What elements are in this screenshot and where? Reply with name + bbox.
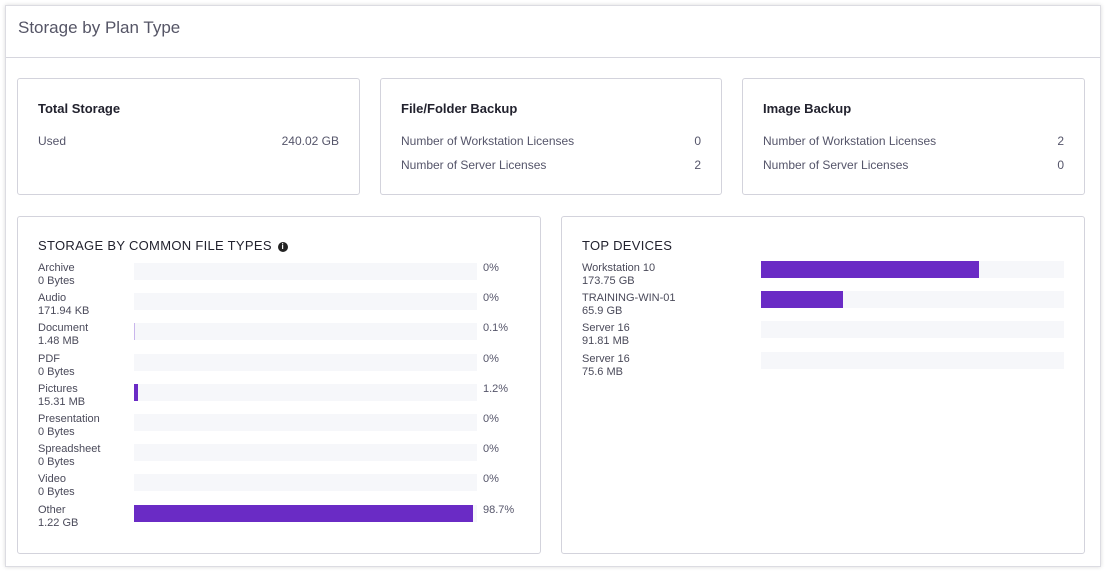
used-label: Used <box>38 134 67 148</box>
device-bar-track <box>761 321 1064 339</box>
file-type-name: Archive <box>38 262 75 274</box>
file-type-item: Other 1.22 GB <box>38 504 78 530</box>
file-type-percent: 0.1% <box>483 322 509 335</box>
file-type-item: Video 0 Bytes <box>38 473 75 499</box>
file-type-size: 0 Bytes <box>38 486 75 499</box>
device-name: Server 16 <box>582 322 630 335</box>
file-type-bar-fill <box>134 383 139 401</box>
device-item: Server 16 91.81 MB <box>582 322 630 348</box>
device-bar-track <box>761 291 1064 309</box>
used-value: 240.02 GB <box>281 134 339 148</box>
info-icon[interactable]: i <box>277 241 288 252</box>
file-type-size: 0 Bytes <box>38 365 75 378</box>
device-bar-track <box>761 351 1064 369</box>
file-type-percent: 98.7% <box>483 503 515 516</box>
file-type-size: 1.48 MB <box>38 335 79 348</box>
file-type-name: Other <box>38 503 66 516</box>
top-devices-card: TOP DEVICES Workstation 10 173.75 GB TRAIN… <box>561 216 1085 554</box>
file-type-percent: 1.2% <box>483 382 509 395</box>
file-type-bar-track <box>134 474 477 492</box>
device-size: 173.75 GB <box>582 275 635 287</box>
row-label: Number of Workstation Licenses <box>763 134 937 148</box>
card-title: Total Storage <box>38 101 121 116</box>
file-type-size: 15.31 MB <box>38 395 86 408</box>
file-type-bar-track <box>134 293 477 311</box>
file-type-item: Spreadsheet 0 Bytes <box>38 443 100 469</box>
card-title: File/Folder Backup <box>401 101 518 116</box>
row-label: Number of Workstation Licenses <box>401 134 575 148</box>
file-type-size: 1.22 GB <box>38 516 79 529</box>
device-name: Workstation 10 <box>582 262 656 274</box>
file-type-percent: 0% <box>483 262 499 274</box>
row-value: 2 <box>694 158 701 172</box>
file-type-name: Audio <box>38 292 67 305</box>
device-item: Workstation 10 173.75 GB <box>582 262 655 288</box>
file-type-bar-track <box>134 444 477 462</box>
row-value: 0 <box>1057 158 1064 172</box>
device-bar-track <box>761 261 1064 278</box>
file-type-percent: 0% <box>483 473 499 486</box>
file-type-name: Video <box>38 473 66 486</box>
file-type-name: Pictures <box>38 382 78 395</box>
device-item: Server 16 75.6 MB <box>582 353 630 379</box>
device-size: 75.6 MB <box>582 365 623 378</box>
section-title: TOP DEVICES <box>582 238 673 253</box>
file-type-size: 0 Bytes <box>38 275 75 287</box>
section-title: STORAGE BY COMMON FILE TYPES <box>38 238 272 253</box>
file-type-size: 0 Bytes <box>38 426 75 438</box>
file-type-bar-fill <box>134 504 473 522</box>
file-type-name: Presentation <box>38 413 100 425</box>
file-type-percent: 0% <box>483 352 499 365</box>
file-type-item: PDF 0 Bytes <box>38 353 75 379</box>
row-value: 0 <box>694 134 701 148</box>
device-bar-fill <box>761 261 980 278</box>
file-type-bar-track <box>134 414 477 431</box>
file-type-percent: 0% <box>483 443 499 456</box>
device-item: TRAINING-WIN-01 65.9 GB <box>582 292 676 318</box>
file-type-bar-track <box>134 263 477 280</box>
device-name: TRAINING-WIN-01 <box>582 292 676 305</box>
device-size: 91.81 MB <box>582 335 630 348</box>
file-type-bar-track <box>134 353 477 371</box>
image-backup-card: Image Backup Number of Workstation Licen… <box>742 78 1085 195</box>
file-type-percent: 0% <box>483 413 499 425</box>
file-type-item: Pictures 15.31 MB <box>38 383 85 409</box>
file-type-item: Document 1.48 MB <box>38 322 88 348</box>
panel-header: Storage by Plan Type <box>6 6 1100 58</box>
file-type-name: Document <box>38 322 89 335</box>
row-label: Number of Server Licenses <box>763 158 909 172</box>
file-type-item: Audio 171.94 KB <box>38 292 89 318</box>
row-value: 2 <box>1057 134 1064 148</box>
file-type-size: 171.94 KB <box>38 305 90 318</box>
card-title: Image Backup <box>763 101 852 116</box>
file-types-card: STORAGE BY COMMON FILE TYPES i Archive 0 B… <box>17 216 541 554</box>
device-size: 65.9 GB <box>582 305 623 318</box>
file-folder-backup-card: File/Folder Backup Number of Workstation… <box>380 78 722 195</box>
device-name: Server 16 <box>582 352 630 365</box>
page-title: Storage by Plan Type <box>18 18 181 37</box>
file-type-percent: 0% <box>483 292 499 305</box>
file-type-bar-fill <box>134 323 135 341</box>
device-bar-fill <box>761 291 843 309</box>
file-type-bar-track <box>134 383 477 401</box>
file-type-name: PDF <box>38 352 60 365</box>
row-label: Number of Server Licenses <box>401 158 547 172</box>
file-type-size: 0 Bytes <box>38 456 75 469</box>
file-type-bar-track <box>134 323 477 341</box>
file-type-item: Presentation 0 Bytes <box>38 413 100 439</box>
file-type-item: Archive 0 Bytes <box>38 262 75 288</box>
file-type-name: Spreadsheet <box>38 443 101 456</box>
total-storage-card: Total Storage Used 240.02 GB <box>17 78 360 195</box>
file-type-bar-track <box>134 504 477 522</box>
